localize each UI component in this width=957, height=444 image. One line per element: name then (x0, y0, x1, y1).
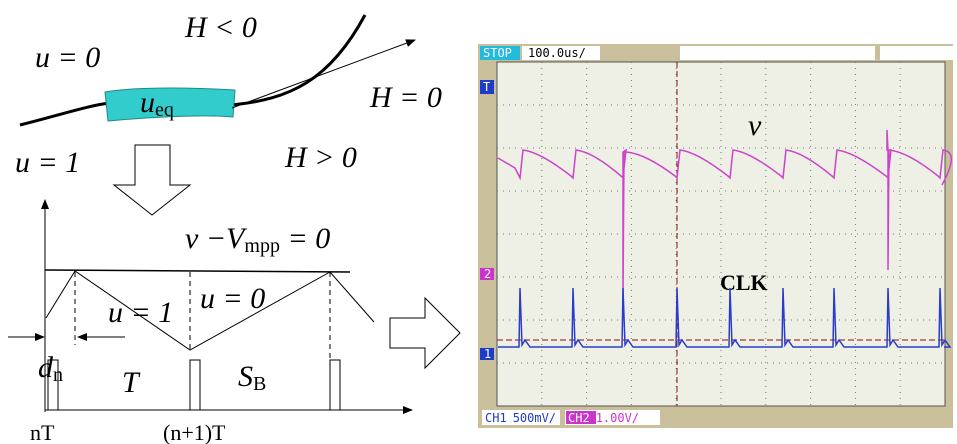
label-sub: mpp (244, 235, 280, 257)
x-label: (n+1)T (163, 420, 226, 444)
ch1: CH1 500mV/ (485, 411, 556, 425)
marker: 2 (484, 267, 491, 281)
label-base: u (140, 86, 155, 119)
pulse (190, 360, 200, 410)
label: H = 0 (369, 81, 442, 114)
label: H > 0 (284, 141, 357, 174)
label-sub: eq (155, 99, 174, 121)
ch2: CH2 1.00V/ (568, 411, 639, 425)
sliding-surface-diagram: H < 0 u = 0 ueq H = 0 u = 1 H > 0 (15, 11, 442, 215)
timing-diagram: v −Vmpp = 0 u = 1 u = 0 dn T SB nT (n+1)… (8, 200, 460, 444)
ch-name: CH2 (568, 411, 590, 425)
ch-name: CH1 (485, 411, 507, 425)
label: u = 1 (15, 146, 80, 179)
label-sub: n (53, 364, 63, 386)
right-arrow (390, 298, 460, 368)
label-tail: = 0 (280, 222, 330, 255)
label-base: S (238, 360, 253, 393)
label: u = 0 (35, 41, 100, 74)
reference-line (45, 270, 350, 272)
oscilloscope: STOP 100.0us/ T 2 1 v CLK CH1 500mV/ CH2 1… (478, 44, 953, 428)
pulse (330, 360, 340, 410)
scope-screen (497, 62, 945, 406)
memory-bar (680, 46, 875, 60)
marker: 1 (484, 347, 491, 361)
label: SB (238, 360, 266, 395)
marker: T (483, 80, 490, 94)
ch-scale: 500mV/ (513, 411, 556, 425)
label: dn (38, 351, 63, 386)
label-base: d (38, 351, 54, 384)
label: H < 0 (184, 11, 257, 44)
trace-label: v (748, 109, 762, 142)
x-label: nT (30, 420, 55, 444)
label: v −Vmpp = 0 (185, 222, 330, 257)
label: u = 0 (200, 282, 265, 315)
down-arrow (114, 145, 190, 215)
label: u = 1 (108, 296, 173, 329)
timebase: 100.0us/ (528, 46, 586, 60)
label-sub: B (253, 373, 266, 395)
ch-scale: 1.00V/ (596, 411, 639, 425)
trace-label: CLK (720, 270, 768, 295)
label: T (122, 366, 141, 399)
figure: H < 0 u = 0 ueq H = 0 u = 1 H > 0 v −Vmp… (0, 0, 957, 444)
status: STOP (483, 46, 512, 60)
trigger-box (880, 46, 953, 60)
label-base: v −V (185, 222, 248, 255)
